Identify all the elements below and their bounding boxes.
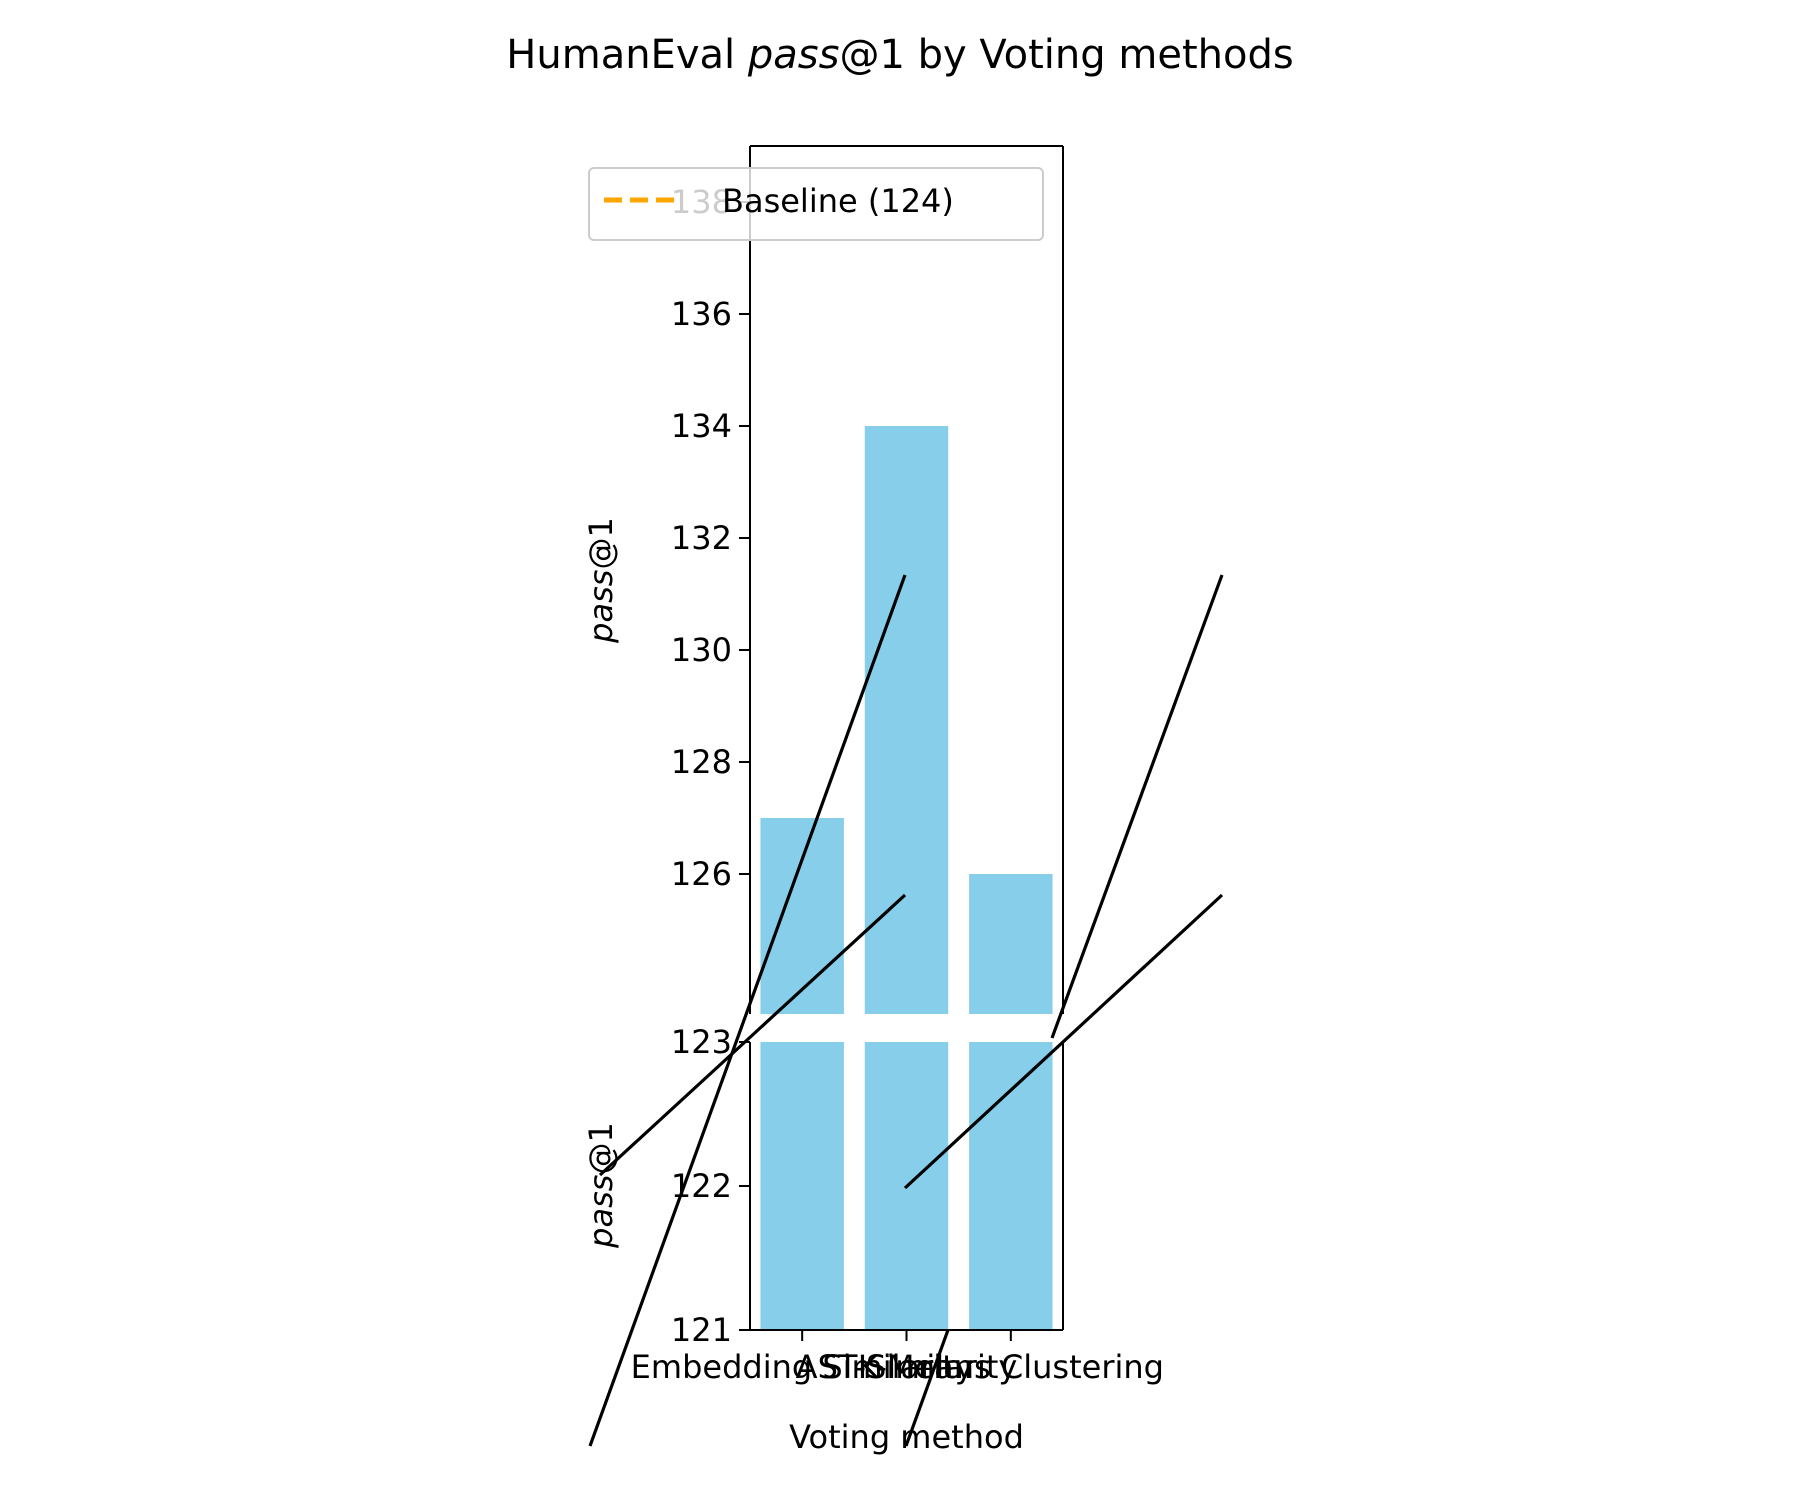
legend-baseline-label: Baseline (124) (722, 182, 954, 220)
break-marks-group (588, 574, 1224, 1447)
ticks-group: 126128130132134136138121122123Embedding … (631, 183, 1164, 1386)
y-axis-label-upper-suffix: @1 (582, 517, 620, 569)
break-mark-3 (1050, 574, 1224, 1039)
bar-upper-2 (969, 874, 1053, 1014)
lower-ytick-label-2: 123 (671, 1023, 732, 1061)
upper-ytick-label-2: 130 (671, 631, 732, 669)
chart-title-metric: pass (747, 32, 840, 78)
upper-ytick-label-4: 134 (671, 407, 732, 445)
upper-ytick-label-0: 126 (671, 855, 732, 893)
legend-box (588, 167, 1044, 241)
bars-group (760, 426, 1053, 1330)
upper-ytick-label-3: 132 (671, 519, 732, 557)
x-axis-label: Voting method (789, 1418, 1024, 1456)
xtick-label-0: Embedding Similarity (631, 1348, 974, 1386)
upper-ytick-label-5: 136 (671, 295, 732, 333)
y-axis-label-lower: pass@1 (582, 1122, 620, 1249)
break-mark-5 (904, 1329, 950, 1447)
upper-ytick-label-1: 128 (671, 743, 732, 781)
y-axis-label-lower-suffix: @1 (582, 1122, 620, 1174)
chart-title: HumanEval pass@1 by Voting methods (506, 32, 1293, 78)
xtick-label-2: K-Means Clustering (858, 1348, 1164, 1386)
xtick-label-1: AST-Similarity (796, 1348, 1018, 1386)
break-mark-2 (598, 893, 907, 1177)
legend: Baseline (124) (588, 167, 1044, 241)
break-mark-4 (903, 893, 1224, 1190)
chart-title-prefix: HumanEval (506, 32, 748, 78)
bar-lower-0 (760, 1042, 844, 1330)
bar-lower-2 (969, 1042, 1053, 1330)
y-axis-label-lower-metric: pass (582, 1175, 620, 1249)
y-axis-label-upper: pass@1 (582, 517, 620, 644)
y-axis-label-upper-metric: pass (582, 570, 620, 644)
bar-upper-0 (760, 818, 844, 1014)
bar-upper-1 (864, 426, 949, 1014)
break-mark-1 (588, 574, 907, 1447)
lower-ytick-label-0: 121 (671, 1311, 732, 1349)
chart-title-suffix: @1 by Voting methods (839, 32, 1293, 78)
